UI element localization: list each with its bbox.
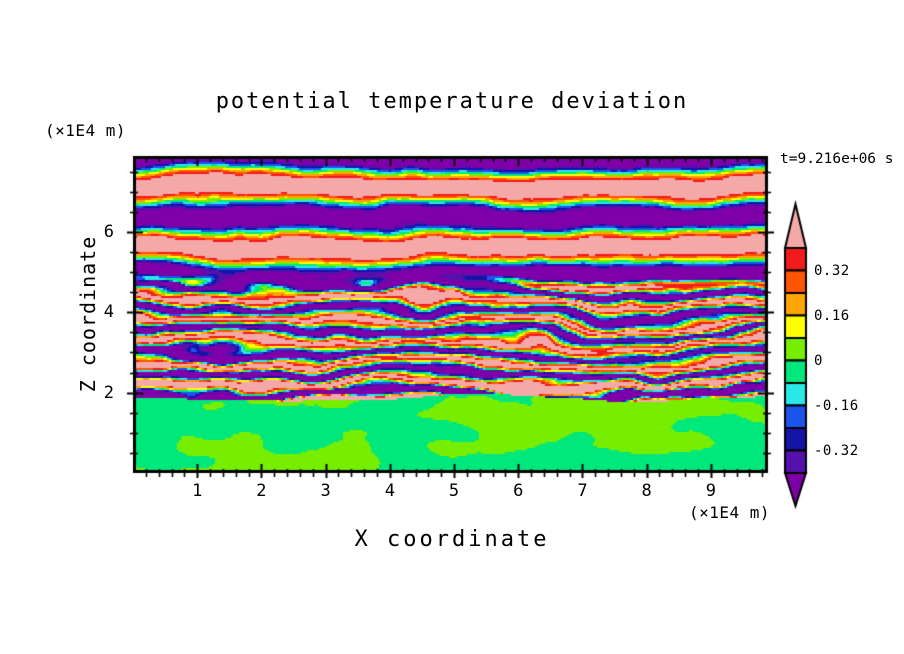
colorbar-tick-label: -0.16 — [814, 397, 859, 414]
z-tick-label: 2 — [103, 382, 114, 403]
x-tick-label: 4 — [384, 481, 395, 501]
colorbar-tick-label: -0.32 — [814, 442, 859, 459]
x-tick-label: 5 — [448, 481, 460, 501]
x-tick-label: 9 — [705, 481, 716, 501]
x-tick-label: 2 — [256, 481, 267, 501]
timestamp-label: t=9.216e+06 s — [780, 151, 894, 167]
x-tick-label: 7 — [577, 481, 588, 501]
x-tick-label: 1 — [192, 481, 203, 501]
chart-title: potential temperature deviation — [215, 89, 689, 114]
colorbar-tick-label: 0.16 — [814, 307, 850, 324]
x-tick-label: 3 — [320, 481, 331, 501]
z-axis-units-label: (×1E4 m) — [45, 121, 127, 140]
x-axis-title: X coordinate — [354, 527, 550, 552]
x-tick-label: 8 — [641, 481, 652, 501]
z-tick-label: 4 — [103, 302, 114, 323]
x-axis-units-label: (×1E4 m) — [689, 503, 771, 522]
x-tick-label: 6 — [513, 481, 524, 501]
colorbar-tick-label: 0.32 — [814, 262, 850, 279]
colorbar-tick-label: 0 — [814, 352, 823, 369]
z-tick-label: 6 — [103, 221, 114, 242]
